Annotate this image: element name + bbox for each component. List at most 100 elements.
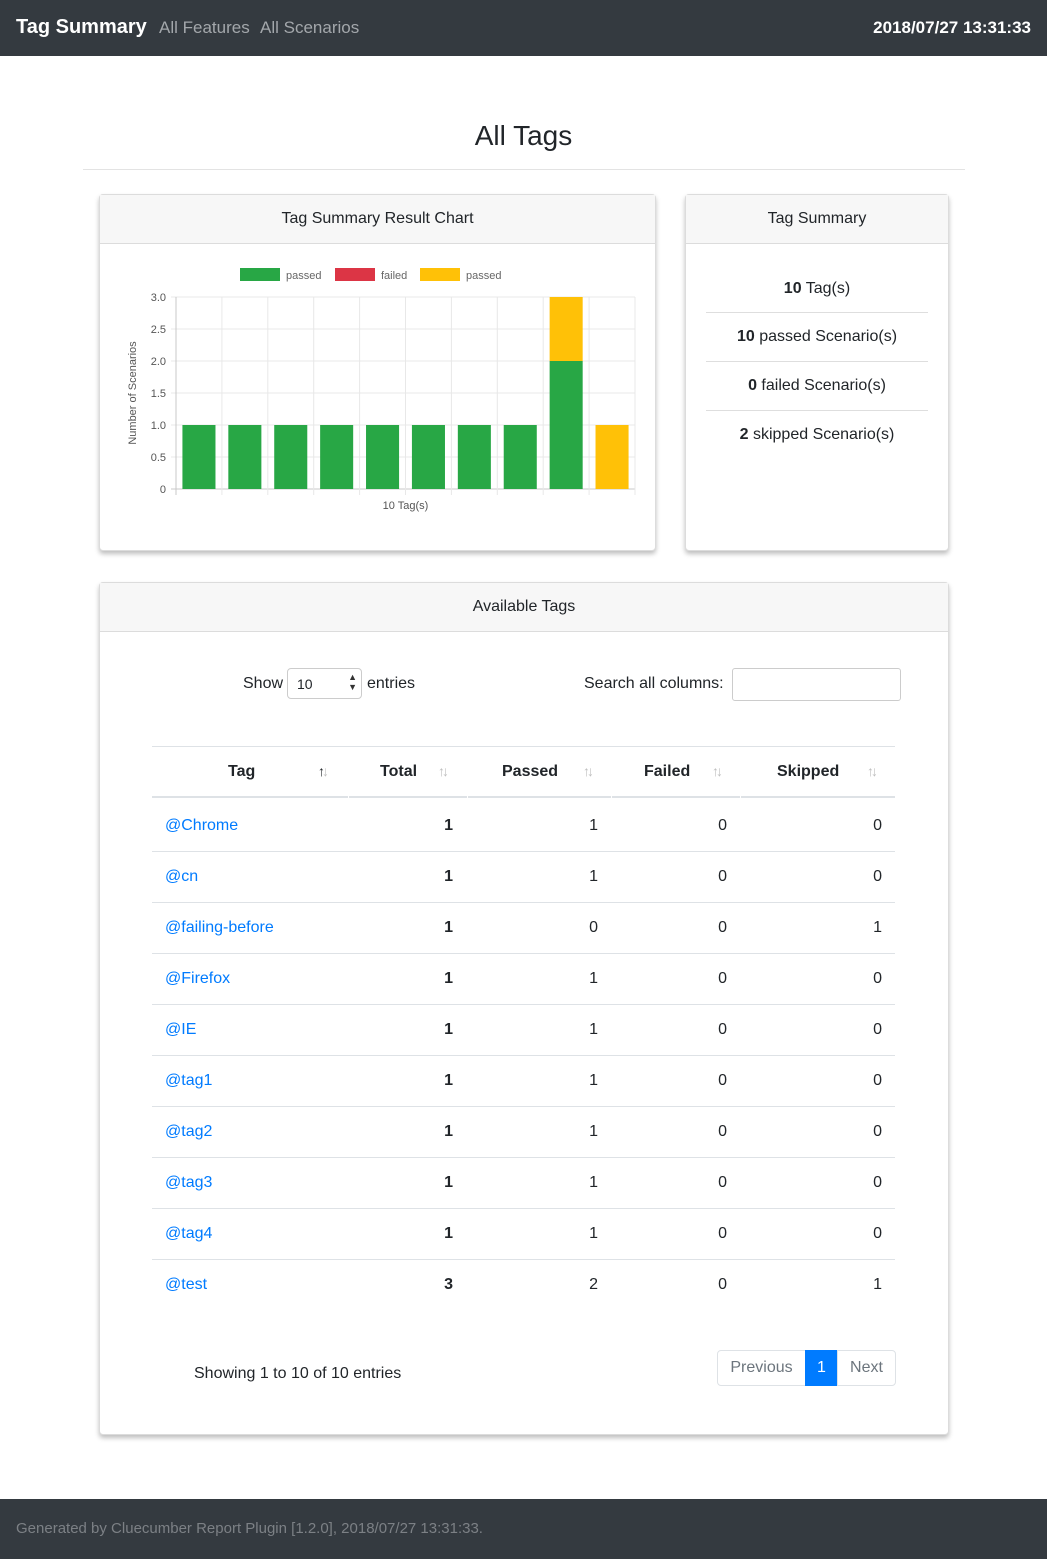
column-header-tag[interactable]: Tag [228, 763, 256, 780]
sort-icon[interactable]: ↑↓ [712, 763, 723, 779]
y-tick-label: 2.5 [151, 324, 166, 336]
header-separator [348, 747, 349, 799]
total-cell: 1 [444, 1123, 453, 1140]
sort-ascending-icon[interactable]: ↑↓ [318, 763, 329, 779]
header-separator [467, 747, 468, 799]
failed-cell: 0 [718, 1225, 727, 1242]
column-header-skipped[interactable]: Skipped [777, 763, 840, 780]
tag-link[interactable]: @Chrome [165, 817, 239, 834]
header-separator [740, 747, 741, 799]
summary-count: 0 [748, 377, 757, 394]
tag-link[interactable]: @tag2 [165, 1123, 213, 1140]
search-input[interactable] [732, 668, 901, 701]
pagination-previous[interactable]: Previous [717, 1350, 806, 1386]
legend-swatch [240, 268, 280, 281]
summary-tag-count: 10 Tag(s) [706, 264, 928, 313]
row-divider [152, 902, 895, 903]
y-tick-label: 2.0 [151, 356, 166, 368]
failed-cell: 0 [718, 919, 727, 936]
legend-label: passed [286, 270, 321, 282]
tag-link[interactable]: @cn [165, 868, 199, 885]
search-label: Search all columns: [584, 675, 724, 692]
failed-cell: 0 [718, 868, 727, 885]
summary-count: 10 [783, 280, 802, 297]
footer: Generated by Cluecumber Report Plugin [1… [0, 1499, 1047, 1559]
tag-link[interactable]: @test [165, 1276, 208, 1293]
title-divider [83, 169, 965, 170]
sort-icon[interactable]: ↑↓ [583, 763, 594, 779]
chart-bar-passed [457, 425, 491, 489]
total-cell: 1 [444, 1174, 453, 1191]
failed-cell: 0 [718, 1174, 727, 1191]
tag-link[interactable]: @IE [165, 1021, 197, 1038]
chart-bar-passed [182, 425, 216, 489]
nav-link-all-scenarios[interactable]: All Scenarios [260, 18, 360, 37]
passed-cell: 1 [589, 1174, 598, 1191]
tag-link[interactable]: @Firefox [165, 970, 231, 987]
row-divider [152, 953, 895, 954]
chart-bar-passed [549, 361, 583, 489]
nav-link-all-features[interactable]: All Features [159, 18, 250, 37]
summary-count: 10 [736, 328, 755, 345]
passed-cell: 1 [589, 1021, 598, 1038]
skipped-cell: 0 [873, 1123, 882, 1140]
passed-cell: 2 [589, 1276, 598, 1293]
passed-cell: 1 [589, 1225, 598, 1242]
footer-text: Generated by Cluecumber Report Plugin [1… [16, 1520, 483, 1537]
skipped-cell: 0 [873, 817, 882, 834]
failed-cell: 0 [718, 1072, 727, 1089]
column-header-total[interactable]: Total [380, 763, 418, 780]
tag-summary-chart: 3.0 2.5 2.0 1.5 1.0 0.5 0 passed failed passed 10 … [127, 268, 636, 512]
skipped-cell: 0 [873, 868, 882, 885]
entries-select[interactable]: 10 ▲ ▼ [287, 668, 362, 699]
tag-link[interactable]: @tag3 [165, 1174, 213, 1191]
skipped-cell: 0 [873, 1174, 882, 1191]
summary-card: Tag Summary 10 Tag(s) 10 passed Scenario… [685, 194, 949, 551]
pagination-page-1[interactable]: 1 [805, 1350, 838, 1386]
skipped-cell: 1 [873, 1276, 882, 1293]
y-tick-label: 1.5 [151, 388, 166, 400]
summary-label: skipped Scenario(s) [748, 426, 895, 443]
summary-divider [706, 410, 928, 411]
select-arrows-icon: ▲ ▼ [348, 672, 357, 692]
total-cell: 1 [444, 919, 453, 936]
chart-bar-passed [320, 425, 354, 489]
summary-passed-count: 10 passed Scenario(s) [706, 312, 928, 361]
available-tags-card: Available Tags [99, 582, 949, 1435]
chart-bar-passed [366, 425, 400, 489]
failed-cell: 0 [718, 1123, 727, 1140]
entries-label: entries [367, 675, 416, 692]
table-header-top-border [152, 746, 895, 747]
sort-icon[interactable]: ↑↓ [438, 763, 449, 779]
show-label: Show [243, 675, 284, 692]
navbar-brand[interactable]: Tag Summary [16, 16, 147, 38]
row-divider [152, 1004, 895, 1005]
chart-card-title: Tag Summary Result Chart [100, 195, 655, 244]
total-cell: 1 [444, 1225, 453, 1242]
column-header-passed[interactable]: Passed [502, 763, 559, 780]
column-header-failed[interactable]: Failed [644, 763, 691, 780]
passed-cell: 1 [589, 1123, 598, 1140]
sort-icon[interactable]: ↑↓ [867, 763, 878, 779]
skipped-cell: 1 [873, 919, 882, 936]
summary-label: passed Scenario(s) [754, 328, 898, 345]
y-tick-label: 3.0 [151, 292, 166, 304]
pagination-next[interactable]: Next [837, 1350, 896, 1386]
skipped-cell: 0 [873, 1072, 882, 1089]
chart-bar-passed [411, 425, 445, 489]
summary-skipped-count: 2 skipped Scenario(s) [706, 410, 928, 459]
summary-count: 2 [739, 426, 749, 443]
total-cell: 1 [444, 1021, 453, 1038]
total-cell: 1 [444, 970, 453, 987]
tag-link[interactable]: @tag4 [165, 1225, 213, 1242]
entries-select-value: 10 [297, 676, 313, 692]
row-divider [152, 1106, 895, 1107]
row-divider [152, 1157, 895, 1158]
table-info: Showing 1 to 10 of 10 entries [194, 1365, 402, 1382]
row-divider [152, 1055, 895, 1056]
tag-link[interactable]: @tag1 [165, 1072, 213, 1089]
passed-cell: 1 [589, 817, 598, 834]
legend-swatch [420, 268, 460, 281]
tag-link[interactable]: @failing-before [165, 919, 274, 936]
legend-swatch [335, 268, 375, 281]
